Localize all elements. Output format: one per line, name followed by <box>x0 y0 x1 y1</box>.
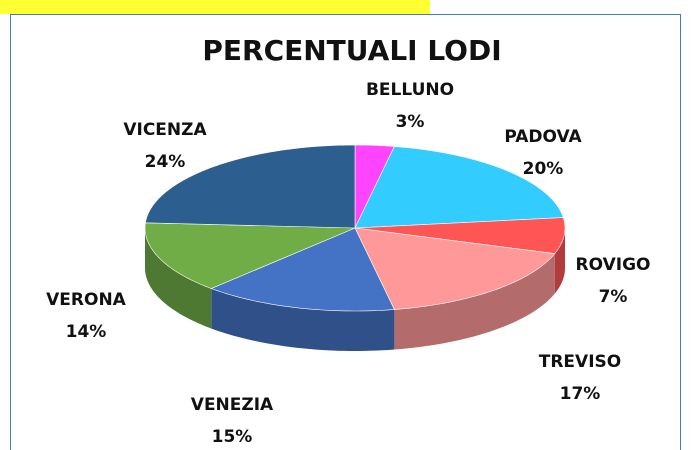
slice-side <box>211 288 395 351</box>
slice-side <box>394 253 555 350</box>
slice <box>210 227 395 312</box>
category-label: VENEZIA <box>191 395 274 415</box>
slice-side <box>145 228 212 329</box>
value-label: 3% <box>396 112 425 132</box>
slice-side <box>554 228 565 294</box>
slice <box>145 144 356 229</box>
highlight-bar <box>0 0 430 14</box>
category-label: ROVIGO <box>576 255 651 275</box>
category-label: VERONA <box>46 290 127 310</box>
category-label: BELLUNO <box>366 80 454 100</box>
category-label: TREVISO <box>539 352 621 372</box>
slice <box>354 227 556 310</box>
value-label: 17% <box>560 384 601 404</box>
value-label: 7% <box>599 287 628 307</box>
value-label: 15% <box>212 427 253 447</box>
slice <box>354 217 566 254</box>
chart-title: PERCENTUALI LODI <box>202 34 501 67</box>
category-label: VICENZA <box>123 120 207 140</box>
value-label: 20% <box>523 159 564 179</box>
slice <box>144 222 356 289</box>
slice <box>354 146 564 229</box>
value-label: 14% <box>66 322 107 342</box>
category-label: PADOVA <box>504 127 582 147</box>
value-label: 24% <box>145 152 186 172</box>
